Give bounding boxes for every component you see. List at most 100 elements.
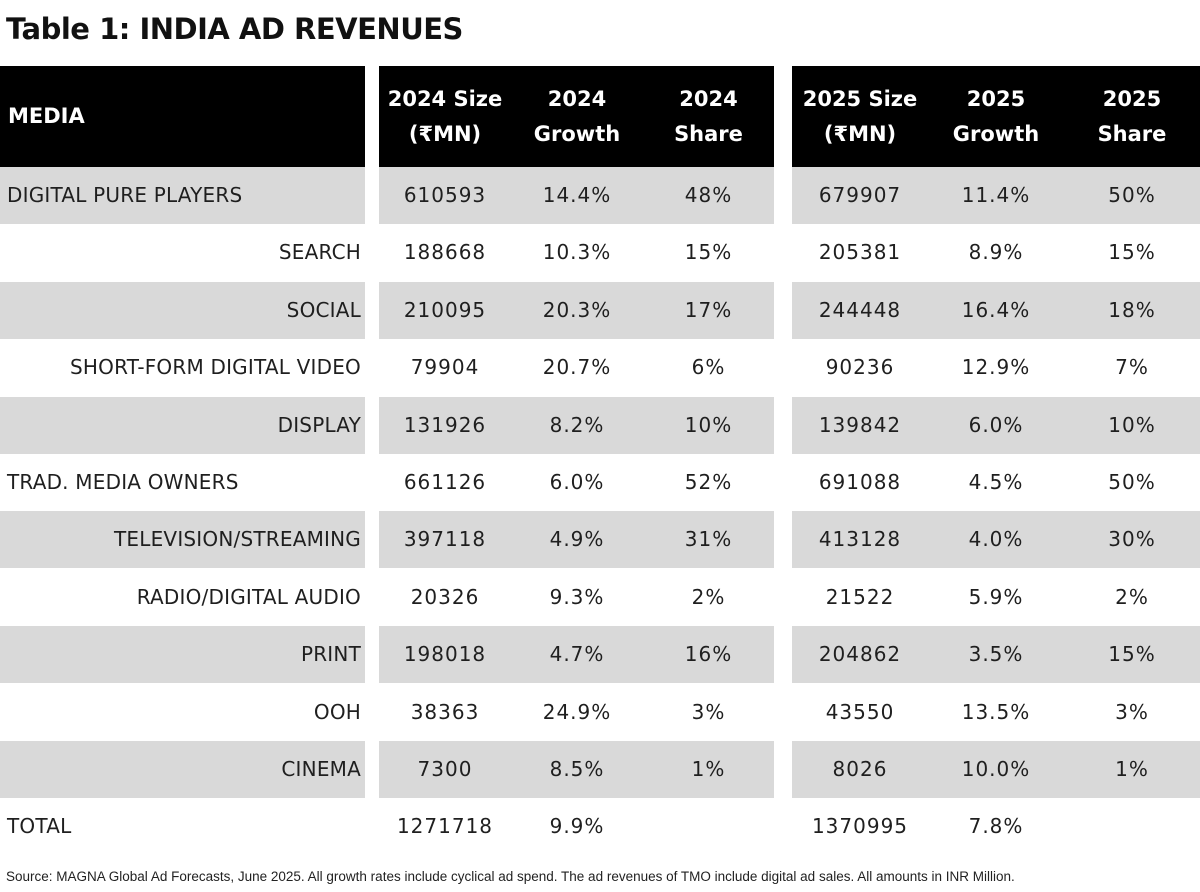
cell-2024-share: 1% (691, 757, 726, 781)
column-header-line2: Share (674, 121, 743, 146)
cell-2024-size: 198018 (403, 642, 487, 667)
table-row: OOH 38363 24.9% 3% 43550 13.5% 3% (0, 684, 1200, 741)
cell-2025-size: 139842 (818, 412, 902, 437)
cell-2024-growth: 4.9% (549, 527, 605, 552)
cell-2024-size: 661126 (403, 470, 487, 494)
cell-2024-growth: 4.7% (549, 642, 605, 667)
column-header-media: MEDIA (8, 66, 308, 167)
cell-2024-size: 397118 (403, 527, 487, 552)
cell-2025-size: 244448 (818, 297, 902, 322)
column-header-2024-growth: 2024 Growth (511, 66, 643, 167)
row-shade (379, 396, 774, 454)
column-header-line1: 2025 (966, 86, 1026, 111)
cell-2025-share: 2% (1115, 584, 1149, 609)
cell-2024-growth: 9.9% (549, 814, 605, 839)
cell-2025-size: 21522 (825, 584, 895, 609)
cell-2024-share: 10% (684, 412, 733, 437)
cell-2025-size: 90236 (825, 355, 895, 380)
cell-2024-growth: 20.3% (542, 297, 612, 322)
cell-2024-growth: 9.3% (549, 584, 605, 609)
cell-2025-size: 204862 (818, 642, 902, 667)
cell-2024-share: 48% (684, 183, 733, 207)
media-label: TELEVISION/STREAMING (114, 527, 361, 552)
row-shade (792, 511, 1200, 569)
media-label: OOH (313, 699, 361, 724)
table-row: SHORT-FORM DIGITAL VIDEO 79904 20.7% 6% 9023… (0, 339, 1200, 396)
cell-2025-share (1064, 798, 1200, 855)
cell-2025-share: 15% (1108, 642, 1156, 667)
row-shade (792, 626, 1200, 684)
cell-2024-growth: 20.7% (542, 355, 612, 380)
row-shade (379, 281, 774, 339)
row-shade (0, 626, 365, 684)
table-row: SEARCH 188668 10.3% 15% 205381 8.9% 15% (0, 224, 1200, 281)
header-band-2025 (792, 66, 1200, 167)
cell-2025-growth: 12.9% (961, 355, 1031, 380)
cell-2024-size: 38363 (410, 699, 480, 724)
row-shade (0, 511, 365, 569)
cell-2025-growth: 11.4% (961, 183, 1031, 207)
media-label: DISPLAY (277, 412, 361, 437)
cell-2024-growth: 8.2% (549, 412, 605, 437)
cell-2024-size: 79904 (410, 355, 480, 380)
cell-2024-share: 17% (684, 297, 733, 322)
table-row: CINEMA 7300 8.5% 1% 8026 10.0% 1% (0, 741, 1200, 798)
column-header-line1: 2024 Size (387, 86, 503, 111)
cell-2024-share: 16% (684, 642, 733, 667)
column-header-line1: 2025 Size (802, 86, 918, 111)
cell-2024-size: 188668 (403, 240, 487, 265)
cell-2024-growth: 24.9% (542, 699, 612, 724)
cell-2024-size: 210095 (403, 297, 487, 322)
row-shade (379, 511, 774, 569)
cell-2024-share: 6% (691, 355, 726, 380)
column-header-line2: Growth (533, 121, 621, 146)
cell-2024-share (643, 798, 774, 855)
cell-2025-growth: 7.8% (968, 814, 1024, 839)
cell-2024-share: 31% (684, 527, 733, 552)
column-header-2025-share: 2025 Share (1064, 66, 1200, 167)
cell-2025-size: 679907 (818, 183, 902, 207)
cell-2025-share: 3% (1115, 699, 1149, 724)
table-row: TRAD. MEDIA OWNERS 661126 6.0% 52% 691088 4.5… (0, 454, 1200, 511)
cell-2025-growth: 13.5% (961, 699, 1031, 724)
column-header-line1: MEDIA (8, 104, 85, 128)
cell-2024-size: 20326 (410, 584, 480, 609)
cell-2025-size: 413128 (818, 527, 902, 552)
row-shade (379, 626, 774, 684)
media-label: RADIO/DIGITAL AUDIO (136, 584, 361, 609)
column-header-2025-size: 2025 Size (₹MN) (792, 66, 928, 167)
cell-2025-growth: 10.0% (961, 757, 1031, 781)
column-header-line1: 2024 (547, 86, 607, 111)
column-header-line1: 2025 (1102, 86, 1162, 111)
cell-2025-growth: 16.4% (961, 297, 1031, 322)
column-header-line2: (₹MN) (408, 121, 482, 146)
cell-2025-size: 8026 (832, 757, 888, 781)
media-label: TOTAL (7, 814, 72, 839)
cell-2024-size: 131926 (403, 412, 487, 437)
cell-2025-growth: 3.5% (968, 642, 1024, 667)
media-label: SOCIAL (286, 297, 361, 322)
cell-2025-growth: 4.0% (968, 527, 1024, 552)
row-shade (379, 741, 774, 798)
header-band-media (0, 66, 365, 167)
row-shade (0, 741, 365, 798)
cell-2025-share: 18% (1108, 297, 1156, 322)
cell-2024-share: 3% (691, 699, 726, 724)
table-row: DIGITAL PURE PLAYERS 610593 14.4% 48% 679907… (0, 167, 1200, 224)
cell-2025-share: 10% (1108, 412, 1156, 437)
table-row: DISPLAY 131926 8.2% 10% 139842 6.0% 10% (0, 396, 1200, 454)
cell-2025-size: 1370995 (811, 814, 909, 839)
cell-2024-share: 52% (684, 470, 733, 494)
table-row: TELEVISION/STREAMING 397118 4.9% 31% 413128 4… (0, 511, 1200, 569)
row-shade (792, 396, 1200, 454)
cell-2025-share: 50% (1108, 183, 1156, 207)
source-note: Source: MAGNA Global Ad Forecasts, June … (6, 869, 1015, 884)
cell-2025-growth: 8.9% (968, 240, 1024, 265)
row-shade (792, 167, 1200, 224)
cell-2025-size: 43550 (825, 699, 895, 724)
cell-2024-growth: 10.3% (542, 240, 612, 265)
row-shade (792, 281, 1200, 339)
cell-2025-share: 50% (1108, 470, 1156, 494)
table-row: PRINT 198018 4.7% 16% 204862 3.5% 15% (0, 626, 1200, 684)
column-header-line2: (₹MN) (823, 121, 897, 146)
